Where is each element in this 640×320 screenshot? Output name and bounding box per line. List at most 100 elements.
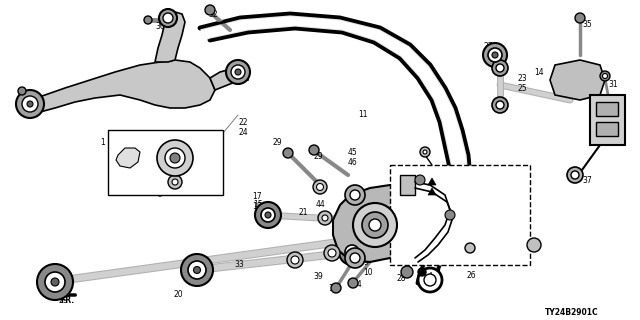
Circle shape (424, 274, 436, 286)
Circle shape (165, 148, 185, 168)
Circle shape (345, 245, 359, 259)
Text: 41: 41 (433, 198, 443, 207)
Text: 16: 16 (253, 212, 262, 221)
Circle shape (18, 87, 26, 95)
Circle shape (51, 278, 59, 286)
Circle shape (144, 16, 152, 24)
Circle shape (193, 267, 200, 274)
Bar (590, 95, 625, 145)
Text: 38: 38 (155, 172, 164, 181)
Circle shape (496, 101, 504, 109)
Text: 13: 13 (609, 130, 619, 139)
Text: 3: 3 (374, 238, 379, 247)
Circle shape (483, 43, 507, 67)
Text: 28: 28 (396, 274, 406, 283)
Polygon shape (333, 185, 418, 262)
Polygon shape (428, 178, 436, 185)
Text: 9: 9 (363, 258, 368, 267)
Text: 12: 12 (609, 106, 618, 115)
Circle shape (226, 60, 250, 84)
Circle shape (170, 153, 180, 163)
Text: 25: 25 (518, 84, 527, 93)
Text: 4: 4 (428, 272, 433, 281)
Circle shape (309, 145, 319, 155)
Bar (596, 102, 618, 116)
Circle shape (27, 101, 33, 107)
Circle shape (261, 208, 275, 222)
Text: 21: 21 (298, 208, 307, 217)
Circle shape (465, 243, 475, 253)
Polygon shape (200, 14, 470, 283)
Text: 30: 30 (18, 98, 28, 107)
Circle shape (157, 140, 193, 176)
Circle shape (45, 272, 65, 292)
Text: 44: 44 (316, 200, 326, 209)
Circle shape (231, 65, 245, 79)
Text: 45: 45 (348, 148, 358, 157)
Circle shape (255, 202, 281, 228)
Circle shape (322, 215, 328, 221)
Circle shape (488, 48, 502, 62)
Text: 14: 14 (534, 68, 543, 77)
Text: 32: 32 (208, 10, 218, 19)
Circle shape (163, 13, 173, 23)
Text: 43: 43 (448, 240, 458, 249)
Text: 42: 42 (495, 56, 504, 65)
Circle shape (22, 96, 38, 112)
Text: 23: 23 (518, 74, 527, 83)
Text: 40: 40 (152, 187, 162, 196)
Circle shape (527, 238, 541, 252)
Text: 10: 10 (363, 268, 372, 277)
Circle shape (287, 252, 303, 268)
Text: 37: 37 (582, 176, 592, 185)
Circle shape (350, 190, 360, 200)
Text: 44: 44 (330, 253, 340, 262)
Circle shape (16, 90, 44, 118)
Circle shape (418, 268, 426, 276)
Polygon shape (550, 60, 605, 100)
Text: 15: 15 (253, 200, 262, 209)
Circle shape (339, 239, 365, 265)
Text: 43: 43 (417, 170, 427, 179)
Text: 5: 5 (393, 185, 398, 194)
Circle shape (159, 9, 177, 27)
Circle shape (350, 253, 360, 263)
Text: 47: 47 (488, 218, 498, 227)
Text: 34: 34 (352, 280, 362, 289)
Bar (390, 165, 530, 265)
Text: 27: 27 (483, 42, 493, 51)
Text: 44: 44 (447, 173, 457, 182)
Circle shape (181, 254, 213, 286)
Circle shape (348, 278, 358, 288)
Circle shape (283, 148, 293, 158)
Circle shape (420, 147, 430, 157)
Text: 29: 29 (58, 296, 68, 305)
Text: 8: 8 (374, 228, 379, 237)
Text: 19: 19 (328, 284, 338, 293)
Text: 41: 41 (433, 188, 443, 197)
Circle shape (172, 179, 178, 185)
Text: 22: 22 (238, 118, 248, 127)
Circle shape (575, 13, 585, 23)
Circle shape (369, 219, 381, 231)
Text: 6: 6 (393, 195, 398, 204)
Circle shape (188, 261, 206, 279)
Text: 33: 33 (234, 260, 244, 269)
Text: 39: 39 (313, 272, 323, 281)
Polygon shape (210, 68, 248, 90)
Circle shape (401, 266, 413, 278)
Circle shape (235, 69, 241, 75)
Circle shape (496, 64, 504, 72)
Bar (108, 130, 223, 195)
Circle shape (418, 268, 442, 292)
Circle shape (445, 210, 455, 220)
Circle shape (317, 183, 323, 190)
Text: 35: 35 (582, 20, 592, 29)
Text: 26: 26 (466, 271, 476, 280)
Circle shape (415, 175, 425, 185)
Circle shape (492, 52, 498, 58)
Circle shape (168, 175, 182, 189)
Circle shape (328, 249, 336, 257)
Text: FR.: FR. (60, 296, 74, 305)
Polygon shape (400, 175, 415, 195)
